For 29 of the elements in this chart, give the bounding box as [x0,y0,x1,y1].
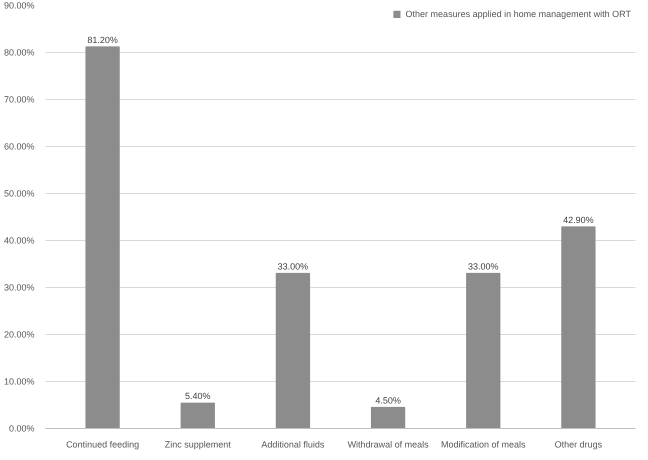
x-tick-label: Additional fluids [261,440,325,450]
y-tick-label: 70.00% [4,94,35,104]
legend-label: Other measures applied in home management with ORT [406,9,631,19]
x-tick-label: Withdrawal of meals [348,440,430,450]
x-tick-label: Other drugs [554,440,603,450]
x-tick-label: Continued feeding [66,440,140,450]
bar [370,406,406,428]
data-label: 5.40% [185,391,211,402]
y-tick-label: 20.00% [4,330,35,340]
x-tick-label: Modification of meals [440,440,526,450]
y-tick-label: 80.00% [4,48,35,58]
bar [561,226,596,428]
y-tick-label: 0.00% [8,424,35,434]
y-tick-label: 90.00% [4,0,35,10]
bar [85,46,120,428]
data-label: 33.00% [468,261,499,272]
data-label: 33.00% [278,261,308,272]
x-tick-label: Zinc supplement [164,440,232,450]
y-tick-label: 50.00% [4,188,35,198]
bar [466,272,500,428]
data-label: 4.50% [375,395,401,406]
y-tick-label: 10.00% [4,376,35,386]
data-label: 81.20% [87,34,118,45]
y-tick-label: 30.00% [4,282,35,292]
y-tick-label: 60.00% [4,142,35,152]
bar [180,402,215,428]
data-label: 42.90% [563,214,594,225]
y-tick-label: 40.00% [4,236,35,246]
bar [276,272,310,428]
